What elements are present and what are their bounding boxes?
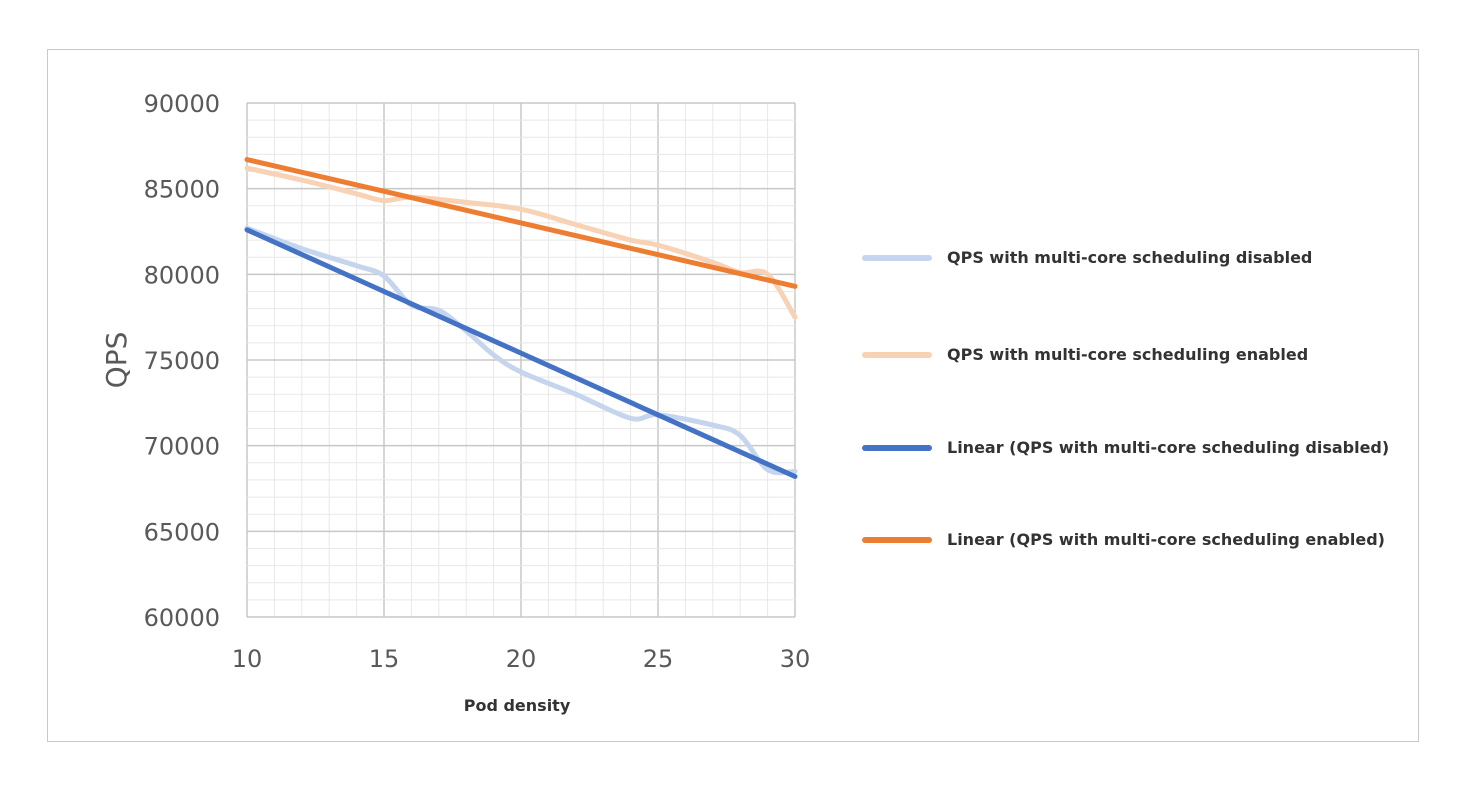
tick-labels: 10 15 20 25 30 60000 65000 70000 75000 80000 85000… — [144, 90, 811, 673]
trendline-enabled-line — [244, 157, 798, 289]
legend-item-linear-enabled: Linear (QPS with multi-core scheduling e… — [862, 530, 1385, 549]
y-tick-label: 70000 — [144, 433, 220, 461]
y-tick-label: 65000 — [144, 518, 220, 546]
legend-swatch — [862, 444, 932, 451]
y-tick-label: 75000 — [144, 347, 220, 375]
series-disabled-line — [244, 225, 798, 476]
legend-swatch — [862, 351, 932, 358]
y-tick-label: 80000 — [144, 261, 220, 289]
x-tick-label: 20 — [506, 645, 537, 673]
x-tick-label: 30 — [780, 645, 811, 673]
legend-label: QPS with multi-core scheduling enabled — [947, 345, 1309, 364]
legend-item-linear-disabled: Linear (QPS with multi-core scheduling d… — [862, 438, 1389, 457]
legend-label: QPS with multi-core scheduling disabled — [947, 248, 1313, 267]
x-axis-title: Pod density — [464, 696, 571, 715]
y-tick-label: 60000 — [144, 604, 220, 632]
trendline-disabled-line — [244, 227, 798, 480]
y-tick-label: 85000 — [144, 176, 220, 204]
x-tick-label: 15 — [369, 645, 400, 673]
y-tick-label: 90000 — [144, 90, 220, 118]
legend-swatch — [862, 536, 932, 543]
chart-frame — [47, 49, 1419, 742]
x-tick-label: 25 — [643, 645, 674, 673]
x-tick-label: 10 — [232, 645, 263, 673]
legend-item-disabled: QPS with multi-core scheduling disabled — [862, 248, 1312, 267]
y-axis-title: QPS — [100, 332, 133, 389]
legend-label: Linear (QPS with multi-core scheduling d… — [947, 438, 1390, 457]
legend-swatch — [862, 254, 932, 261]
legend-label: Linear (QPS with multi-core scheduling e… — [947, 530, 1385, 549]
gridlines — [246, 102, 796, 618]
legend-item-enabled: QPS with multi-core scheduling enabled — [862, 345, 1308, 364]
series-lines — [244, 157, 798, 480]
